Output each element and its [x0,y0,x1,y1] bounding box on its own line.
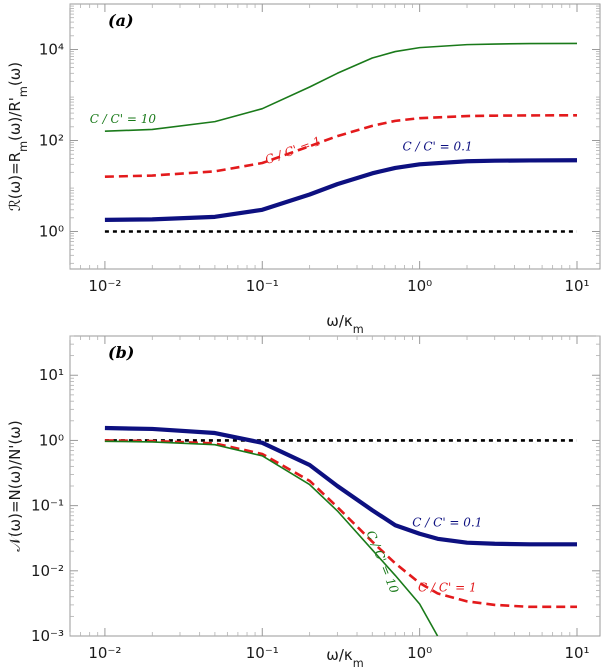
series-label: C / C' = 10 [364,529,402,596]
y-axis-label: ℛ(ω)=Rm(ω)/R'm(ω) [6,62,30,211]
chart-panel-a: 10⁻² 10⁻¹ 10⁰ 10¹ 10⁰ 10² 10⁴ ω/κm ℛ(ω)=Rm(ω)/R'… [6,3,601,336]
x-tick-label: 10⁰ [407,277,432,295]
series-line [104,114,578,179]
x-axis-label: ω/κm [326,646,363,667]
x-axis-label: ω/κm [326,312,363,336]
series-label: C / C' = 1 [263,134,323,167]
series-line [104,440,439,636]
x-tick-label: 10¹ [564,644,589,662]
series-line [104,425,577,547]
x-tick-label: 10⁰ [407,644,432,662]
y-tick-label: 10⁻³ [31,627,64,645]
y-tick-label: 10⁴ [39,41,64,59]
x-tick-label: 10⁻¹ [246,644,279,662]
x-tick-label: 10⁻² [88,277,121,295]
panel-label: (a) [108,11,134,30]
y-tick-label: 10⁻² [31,562,64,580]
series-line [104,42,578,133]
x-tick-label: 10¹ [564,277,589,295]
plot-frame [69,3,601,270]
y-tick-label: 10¹ [39,366,64,384]
series-label: C / C' = 1 [418,581,477,595]
series-line [104,158,578,222]
series-label: C / C' = 0.1 [412,515,482,529]
series-label: C / C' = 10 [90,112,157,126]
y-tick-label: 10⁻¹ [31,497,64,515]
x-tick-label: 10⁻² [88,644,121,662]
y-tick-label: 10⁰ [39,431,64,449]
y-tick-label: 10² [39,132,64,150]
series-line [104,439,577,609]
y-axis-label: 𝒩(ω)=N(ω)/N'(ω) [6,420,24,551]
y-tick-label: 10⁰ [39,223,64,241]
panel-label: (b) [108,343,134,362]
x-tick-label: 10⁻¹ [246,277,279,295]
chart-panel-b: 10⁻² 10⁻¹ 10⁰ 10¹ 10⁻³ 10⁻² 10⁻¹ 10⁰ 10¹ ω/κm 𝒩(ω)… [6,335,601,667]
series-label: C / C' = 0.1 [403,140,473,154]
